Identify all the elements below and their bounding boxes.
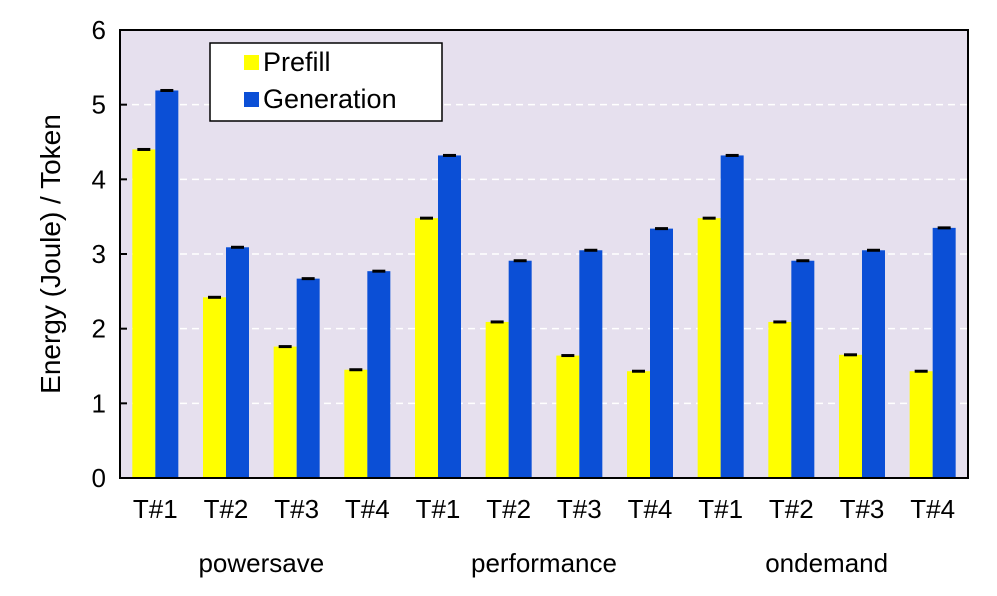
legend-swatch [244,92,259,107]
x-tick-label: T#3 [274,494,319,524]
legend-swatch [244,55,259,70]
bar-generation [791,260,815,478]
bar-generation [226,247,249,478]
bar-prefill [839,354,862,478]
legend-label: Generation [263,84,397,114]
legend-label: Prefill [263,47,331,77]
x-tick-label: T#3 [557,494,602,524]
y-tick-label: 1 [92,388,106,418]
y-tick-label: 0 [92,463,106,493]
bar-generation [932,227,956,478]
x-tick-label: T#1 [416,494,461,524]
bar-prefill [132,149,156,478]
bars [132,88,956,478]
bar-prefill [485,321,509,478]
bar-generation [296,278,320,478]
bar-generation [579,250,603,478]
y-tick-label: 4 [92,164,106,194]
x-tick-label: T#1 [698,494,743,524]
bar-prefill [556,355,580,478]
x-tick-label: T#3 [840,494,885,524]
group-label: powersave [198,548,324,578]
bar-generation [367,271,391,478]
x-tick-label: T#4 [345,494,390,524]
y-tick-label: 5 [92,90,106,120]
y-axis-label: Energy (Joule) / Token [35,114,66,394]
y-tick-label: 6 [92,15,106,45]
y-tick-label: 2 [92,314,106,344]
bar-generation [155,90,179,478]
x-tick-label: T#4 [910,494,955,524]
bar-prefill [909,371,933,478]
x-tick-label: T#2 [486,494,531,524]
bar-prefill [273,346,297,478]
group-label: performance [471,548,617,578]
y-axis-ticks: 0 1 2 3 4 5 6 [92,15,127,493]
x-axis-ticks: T#1 T#2 T#3 T#4 T#1 T#2 T#3 T#4 T#1 T#2 T#3 T#4 [133,494,955,524]
bar-generation [862,250,885,478]
gridlines [120,103,968,405]
bar-prefill [344,369,368,478]
x-tick-label: T#2 [204,494,249,524]
bar-prefill [415,218,438,478]
bar-generation [650,228,673,478]
x-tick-label: T#1 [133,494,178,524]
bar-generation [438,155,461,478]
y-tick-label: 3 [92,239,106,269]
bar-prefill [768,321,792,478]
group-labels: powersave performance ondemand [198,548,888,578]
x-tick-label: T#4 [628,494,673,524]
bar-prefill [203,297,226,478]
x-tick-label: T#2 [769,494,814,524]
bar-prefill [697,218,721,478]
bar-prefill [627,371,650,478]
group-label: ondemand [765,548,888,578]
legend: Prefill Generation [209,42,443,122]
bar-generation [508,260,532,478]
bar-generation [720,155,744,478]
